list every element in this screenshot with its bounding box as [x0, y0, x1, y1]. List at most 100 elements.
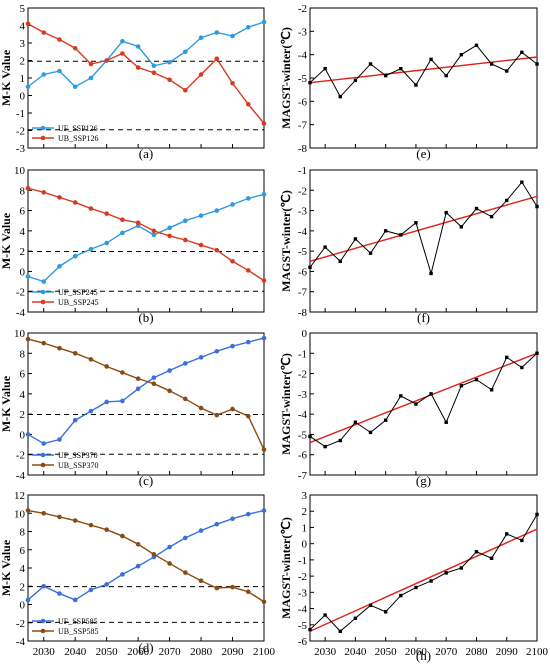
data-point	[25, 336, 31, 342]
panel-d: -4 -2 0 2 4 6 8 10 12 2030 2040 2050 2060 2070 2080 209…	[0, 490, 276, 658]
y-tick-label: 2	[20, 56, 26, 68]
y-axis-label: M-K Value	[0, 375, 13, 432]
data-point	[183, 87, 188, 93]
data-point	[459, 566, 464, 570]
data-point	[459, 384, 464, 388]
data-point	[338, 438, 342, 443]
data-point	[198, 578, 204, 584]
data-point	[72, 45, 78, 51]
data-point	[353, 237, 358, 241]
legend-label: UB_SSP585	[58, 627, 98, 636]
y-axis-label: MAGST-winter(℃)	[279, 27, 293, 129]
x-tick-label: 2080	[190, 646, 213, 658]
legend-label: UB_SSP370	[58, 461, 98, 470]
data-point	[167, 59, 172, 65]
data-point	[520, 50, 524, 55]
data-point	[25, 185, 31, 191]
data-point	[120, 217, 125, 222]
data-point	[198, 355, 204, 360]
data-point	[151, 70, 157, 76]
data-point	[104, 399, 109, 405]
data-point	[489, 556, 494, 560]
data-point	[338, 259, 342, 263]
x-tick-label: 2100	[253, 646, 276, 658]
y-tick-label: -6	[298, 266, 308, 278]
data-point	[72, 84, 78, 90]
data-point	[399, 66, 403, 71]
y-tick-label: -5	[298, 73, 308, 85]
legend-marker	[40, 299, 46, 305]
data-point	[151, 232, 157, 238]
data-point	[183, 570, 188, 575]
data-point	[245, 196, 251, 201]
data-point	[459, 225, 464, 229]
data-point	[72, 597, 78, 603]
y-tick-label: 2	[20, 581, 26, 593]
data-point	[261, 278, 267, 283]
series-line-UB_SSP585	[27, 509, 265, 603]
y-axis-label: MAGST-winter(℃)	[279, 353, 293, 455]
y-tick-label: 8	[20, 348, 26, 360]
data-point	[245, 24, 251, 30]
y-tick-label: 10	[14, 165, 26, 177]
data-point	[41, 190, 47, 195]
data-point	[135, 376, 141, 381]
legend-label: UF_SSP585	[58, 617, 98, 626]
data-point	[429, 392, 433, 396]
y-tick-label: -4	[298, 604, 308, 616]
y-tick-label: -4	[298, 409, 308, 421]
x-tick-label: 2090	[222, 646, 245, 658]
data-point	[230, 258, 235, 264]
data-point	[308, 265, 312, 270]
data-point	[323, 245, 327, 249]
y-tick-label: -2	[16, 618, 25, 630]
data-point	[245, 589, 251, 595]
data-point	[214, 412, 220, 418]
panel-label: (c)	[139, 473, 153, 488]
data-point	[120, 230, 125, 236]
data-point	[57, 264, 62, 269]
data-point	[57, 37, 62, 42]
y-tick-label: 4	[20, 563, 26, 575]
data-point	[245, 413, 251, 419]
y-tick-label: -3	[298, 389, 308, 401]
panel-c: -4 -2 0 2 4 6 8 10 M-K Value (c) UF_SSP370UB_SSP37…	[0, 328, 267, 488]
data-point	[474, 206, 479, 211]
legend-marker	[40, 289, 46, 295]
data-point	[399, 593, 403, 598]
data-point	[41, 72, 47, 77]
data-point	[214, 208, 220, 213]
data-point	[198, 213, 204, 218]
legend-label: UB_SSP245	[58, 298, 98, 307]
data-point	[41, 30, 47, 35]
data-point	[245, 268, 251, 273]
data-point	[104, 527, 109, 532]
series-line-UB_SSP245	[27, 187, 265, 282]
x-tick-label: 2070	[159, 646, 182, 658]
y-tick-label: 0	[20, 429, 26, 441]
data-point	[72, 350, 78, 356]
y-tick-label: -3	[298, 206, 308, 218]
data-point	[88, 408, 94, 414]
series-line-UF_SSP585	[27, 509, 265, 601]
y-tick-label: 6	[20, 369, 26, 381]
data-point	[474, 377, 479, 382]
x-tick-label: 2050	[96, 646, 119, 658]
y-tick-label: 0	[302, 539, 308, 551]
panel-b: -4 -2 0 2 4 6 8 10 M-K Value (b) UF_SSP245UB_SSP24…	[0, 165, 267, 325]
data-point	[183, 396, 188, 402]
data-point	[489, 62, 494, 66]
y-tick-label: -4	[16, 470, 26, 482]
series-line-UB_SSP370	[27, 338, 265, 450]
data-point	[151, 381, 157, 387]
data-point	[25, 84, 31, 90]
panel-e: -8 -7 -6 -5 -4 -3 -2 MAGST-winter(℃) (e)	[279, 3, 539, 161]
y-tick-label: 12	[14, 490, 25, 502]
data-point	[230, 202, 235, 207]
y-tick-label: -7	[298, 287, 308, 299]
data-point	[230, 33, 235, 39]
data-point	[57, 514, 62, 520]
x-tick-label: 2030	[314, 646, 337, 658]
y-tick-label: 4	[20, 226, 26, 238]
y-tick-label: -1	[298, 555, 307, 567]
